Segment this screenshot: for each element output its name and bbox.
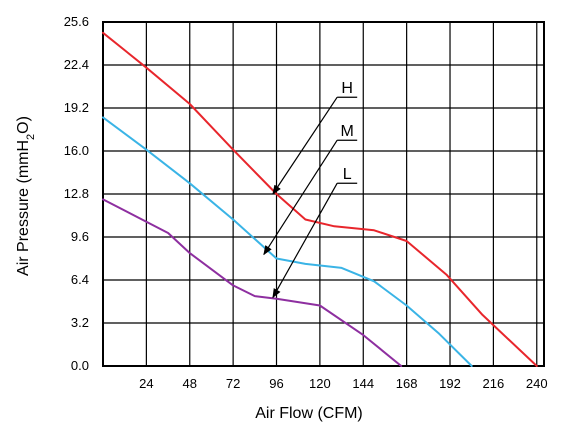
y-tick-label: 19.2 — [64, 100, 89, 115]
curve-label-h: H — [341, 80, 353, 97]
x-tick-label: 72 — [226, 376, 240, 391]
x-tick-label: 168 — [396, 376, 418, 391]
y-tick-label: 12.8 — [64, 186, 89, 201]
curve-annotations: H M L — [263, 79, 358, 299]
curve-label-m: M — [341, 123, 354, 140]
x-tick-label: 96 — [269, 376, 283, 391]
curve-pointer-arrow-h — [272, 96, 338, 195]
y-tick-label: 6.4 — [71, 272, 89, 287]
y-tick-label: 16.0 — [64, 143, 89, 158]
x-tick-label: 216 — [483, 376, 505, 391]
y-tick-label: 0.0 — [71, 358, 89, 373]
tick-labels: 24 48 72 96 120 144 168 192 216 240 0.0 3.2 6.4 9.6 12… — [64, 14, 548, 391]
series-line-h — [102, 31, 538, 367]
x-axis-label: Air Flow (CFM) — [255, 405, 363, 422]
curve-label-bg-h — [338, 79, 357, 98]
y-tick-label: 3.2 — [71, 315, 89, 330]
curve-pointer-arrow-m — [263, 139, 338, 256]
x-tick-label: 24 — [139, 376, 153, 391]
y-axis-label: Air Pressure (mmH2O) — [15, 116, 37, 276]
series-line-l — [102, 198, 403, 367]
grid — [102, 21, 545, 367]
y-tick-label: 9.6 — [71, 229, 89, 244]
x-tick-label: 192 — [439, 376, 461, 391]
y-axis-label-main: Air Pressure (mmH — [15, 140, 32, 276]
plot-frame — [102, 21, 545, 367]
y-axis-label-end: O) — [15, 116, 32, 134]
y-tick-label: 22.4 — [64, 57, 89, 72]
series-lines — [102, 31, 538, 367]
x-tick-label: 120 — [309, 376, 331, 391]
x-tick-label: 48 — [183, 376, 197, 391]
x-tick-label: 144 — [352, 376, 374, 391]
y-axis-label-subscript: 2 — [25, 134, 37, 140]
curve-label-l: L — [343, 166, 352, 183]
curve-label-bg-l — [338, 165, 357, 184]
curve-label-bg-m — [338, 122, 357, 141]
curve-pointer-arrow-l — [272, 182, 338, 299]
y-tick-label: 25.6 — [64, 14, 89, 29]
x-tick-label: 240 — [526, 376, 548, 391]
series-line-m — [102, 116, 473, 367]
